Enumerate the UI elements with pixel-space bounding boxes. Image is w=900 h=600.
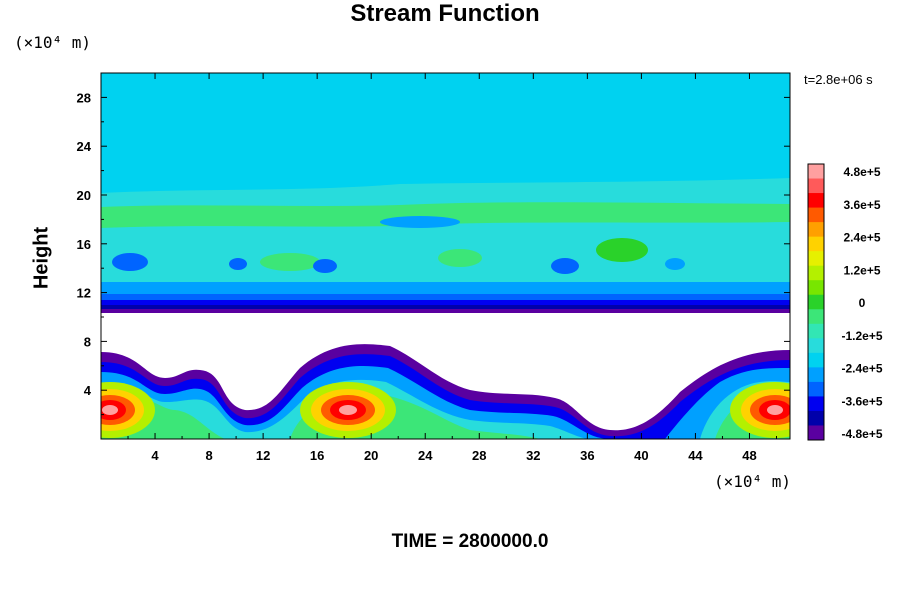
upper-bottom-gradient [101,282,790,296]
colorbar-label: -4.8e+5 [841,427,882,441]
colorbar-swatch [808,352,824,368]
upper-blue-patch [665,258,685,270]
colorbar-swatch [808,207,824,223]
colorbar-swatch [808,265,824,281]
y-tick-label: 24 [77,139,92,154]
colorbar-swatch [808,323,824,339]
colorbar-swatch [808,410,824,426]
colorbar-swatch [808,425,824,441]
x-tick-label: 28 [472,448,486,463]
y-tick-label: 4 [84,383,92,398]
y-unit-label: (×10⁴ m) [14,33,92,52]
colorbar-frame [807,163,825,441]
colorbar-swatch [808,309,824,325]
x-tick-label: 8 [205,448,212,463]
layer-gap [101,313,790,343]
upper-bottom-gradient [101,305,790,310]
upper-bottom-gradient [101,300,790,306]
colorbar-swatch [808,280,824,296]
y-tick-label: 8 [84,334,91,349]
upper-blue-patch [313,259,337,273]
x-tick-label: 20 [364,448,378,463]
y-axis: 4 8 12 16 20 24 28 [77,90,790,416]
upper-bottom-gradient [101,309,790,313]
chart-title: Stream Function [350,0,540,27]
core-middle [339,405,357,415]
colorbar-swatch [808,338,824,354]
x-tick-label: 12 [256,448,270,463]
x-tick-label: 16 [310,448,324,463]
upper-green-patch [596,238,648,262]
y-tick-label: 20 [77,188,91,203]
plot-area [101,73,790,439]
colorbar-swatch [808,396,824,412]
y-tick-label: 16 [77,237,91,252]
colorbar-swatch [808,367,824,383]
upper-blue-patch [380,216,460,228]
upper-green-patch [260,253,320,271]
core-left [102,405,118,415]
time-label: t=2.8e+06 s [804,72,873,87]
x-tick-label: 48 [742,448,756,463]
colorbar-label: 4.8e+5 [843,165,880,179]
upper-green-band [101,202,790,228]
time-footer: TIME = 2800000.0 [391,531,549,552]
core-right [767,405,783,415]
x-tick-label: 24 [418,448,433,463]
colorbar-label: 3.6e+5 [843,198,880,212]
colorbar-swatch [808,251,824,267]
colorbar-label: 2.4e+5 [843,231,880,245]
x-tick-label: 36 [580,448,594,463]
upper-green-patch [438,249,482,267]
x-unit-label: (×10⁴ m) [714,472,792,491]
colorbar-swatch [808,381,824,397]
colorbar-label: -3.6e+5 [841,394,882,408]
x-tick-label: 32 [526,448,540,463]
colorbar-label: -1.2e+5 [841,329,882,343]
colorbar-swatch [808,294,824,310]
colorbar-swatch [808,193,824,209]
upper-blue-patch [229,258,247,270]
colorbar-label: 1.2e+5 [843,263,880,277]
lower-layer-cyan [101,366,790,439]
y-tick-label: 12 [77,286,91,301]
x-tick-label: 4 [151,448,159,463]
colorbar-label: -2.4e+5 [841,362,882,376]
upper-bottom-gradient [101,294,790,301]
x-tick-label: 44 [688,448,703,463]
plot-frame [100,72,791,440]
x-tick-label: 40 [634,448,648,463]
colorbar-label: 0 [859,296,866,310]
colorbar-swatch [808,164,824,180]
colorbar-swatch [808,236,824,252]
colorbar-swatch [808,222,824,238]
colorbar: 4.8e+5 3.6e+5 2.4e+5 1.2e+5 0 -1.2e+5 -2.4e+5 -… [807,163,883,441]
y-tick-label: 28 [77,90,91,105]
x-axis: 4 8 12 16 20 24 28 32 36 40 44 48 [127,73,777,463]
upper-blue-patch [112,253,148,271]
upper-blue-patch [551,258,579,274]
upper-layer-background [101,73,790,193]
colorbar-swatch [808,178,824,194]
